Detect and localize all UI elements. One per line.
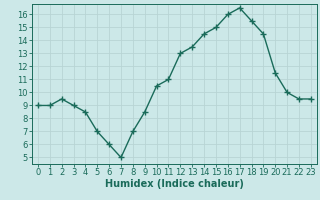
X-axis label: Humidex (Indice chaleur): Humidex (Indice chaleur) xyxy=(105,179,244,189)
